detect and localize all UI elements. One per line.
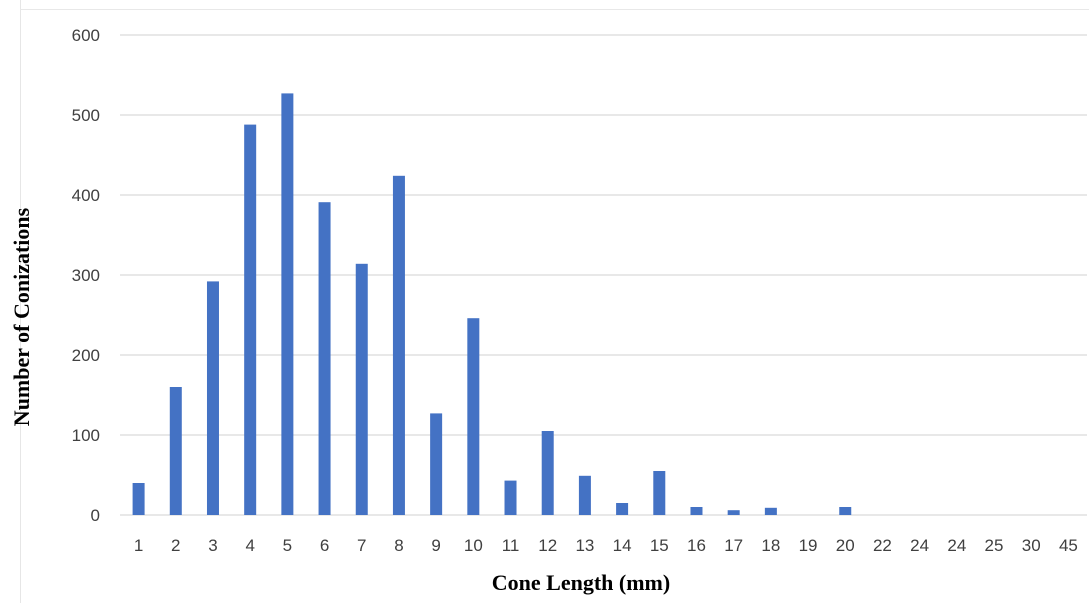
x-tick-label: 30 — [1022, 536, 1041, 555]
bar — [764, 507, 777, 515]
x-tick-label: 5 — [283, 536, 292, 555]
x-axis-title: Cone Length (mm) — [492, 570, 670, 595]
frame-left-border — [20, 0, 21, 603]
y-tick-label: 300 — [72, 266, 100, 285]
bar — [727, 510, 740, 515]
bar — [430, 413, 443, 515]
x-tick-label: 19 — [799, 536, 818, 555]
bar — [504, 480, 517, 515]
x-tick-label: 17 — [724, 536, 743, 555]
x-tick-label: 9 — [431, 536, 440, 555]
bar — [616, 503, 629, 515]
x-tick-labels: 1 2 3 4 5 6 7 8 9 10 11 12 13 14 15 16 17 18 19 20 22 24 24 25 3… — [134, 536, 1078, 555]
bar — [244, 124, 257, 515]
bar — [467, 318, 480, 515]
x-tick-label: 4 — [245, 536, 254, 555]
x-tick-label: 24 — [947, 536, 966, 555]
y-tick-label: 600 — [72, 26, 100, 45]
y-tick-label: 100 — [72, 426, 100, 445]
x-tick-label: 7 — [357, 536, 366, 555]
x-tick-label: 13 — [575, 536, 594, 555]
x-tick-label: 2 — [171, 536, 180, 555]
x-tick-label: 20 — [836, 536, 855, 555]
y-tick-label: 400 — [72, 186, 100, 205]
bar — [392, 175, 405, 516]
x-tick-label: 16 — [687, 536, 706, 555]
bars — [132, 93, 852, 516]
frame-top-border — [20, 9, 1089, 10]
x-tick-label: 25 — [985, 536, 1004, 555]
x-tick-label: 18 — [761, 536, 780, 555]
bar — [653, 471, 666, 515]
bar — [132, 483, 145, 515]
bar — [690, 507, 703, 515]
x-tick-label: 15 — [650, 536, 669, 555]
x-tick-label: 10 — [464, 536, 483, 555]
bar — [281, 93, 294, 516]
y-tick-label: 200 — [72, 346, 100, 365]
bar — [169, 387, 182, 515]
y-tick-label: 500 — [72, 106, 100, 125]
bar — [206, 281, 219, 515]
bar — [541, 431, 554, 515]
x-tick-label: 24 — [910, 536, 929, 555]
x-tick-label: 1 — [134, 536, 143, 555]
gridlines — [120, 34, 1087, 516]
x-tick-label: 11 — [502, 536, 520, 555]
bar — [578, 475, 591, 515]
x-tick-label: 14 — [613, 536, 632, 555]
y-tick-label: 0 — [91, 506, 100, 525]
y-axis-title: Number of Conizations — [9, 207, 34, 426]
x-tick-label: 22 — [873, 536, 892, 555]
x-tick-label: 12 — [538, 536, 557, 555]
x-tick-label: 8 — [394, 536, 403, 555]
bar — [318, 202, 331, 515]
x-tick-label: 45 — [1059, 536, 1078, 555]
bar — [839, 507, 852, 515]
x-tick-label: 6 — [320, 536, 329, 555]
y-tick-labels: 0 100 200 300 400 500 600 — [72, 26, 100, 525]
x-tick-label: 3 — [208, 536, 217, 555]
bar — [355, 263, 368, 515]
